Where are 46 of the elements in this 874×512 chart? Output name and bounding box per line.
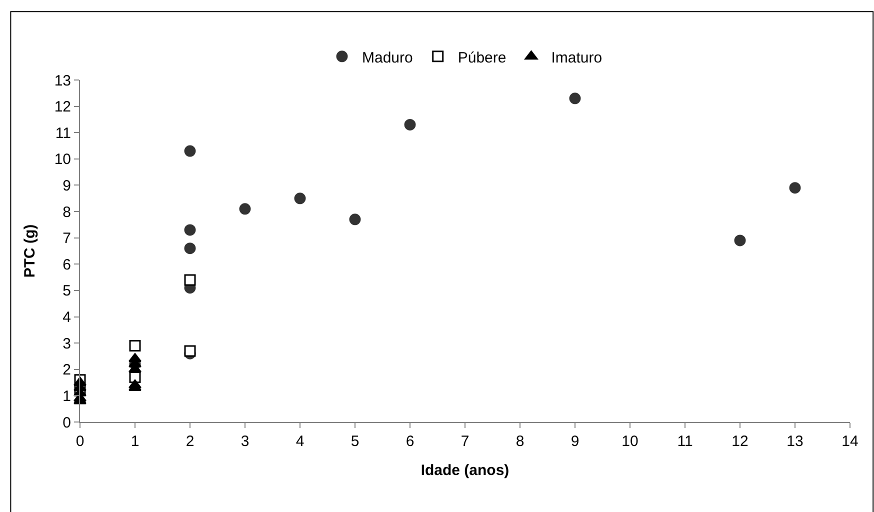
y-tick-label: 5 [62, 282, 71, 300]
x-tick-label: 2 [186, 433, 194, 450]
x-tick-label: 5 [350, 433, 360, 450]
y-tick-label: 9 [62, 177, 71, 194]
x-tick-label: 14 [842, 433, 858, 450]
point [239, 203, 251, 215]
y-tick-label: 10 [54, 151, 71, 168]
point [404, 118, 416, 130]
y-tick-label: 0 [62, 414, 71, 432]
y-tick-label: 6 [62, 256, 71, 274]
legend-label: Maduro [362, 49, 413, 66]
x-tick-label: 3 [240, 433, 250, 450]
y-tick-label: 7 [62, 230, 71, 248]
y-tick-label: 4 [62, 309, 71, 326]
point [349, 214, 361, 226]
x-tick-label: 13 [786, 433, 804, 450]
point [789, 182, 801, 194]
y-tick-label: 1 [62, 388, 71, 405]
x-axis-title: Idade (anos) [420, 462, 510, 479]
x-tick-label: 4 [296, 433, 304, 450]
point [569, 92, 581, 104]
point [184, 274, 196, 286]
x-tick-label: 7 [460, 433, 470, 450]
x-tick-label: 8 [516, 433, 524, 450]
y-tick-label: 3 [62, 335, 71, 352]
y-tick-label: 8 [62, 204, 71, 221]
point [294, 192, 306, 204]
point [184, 145, 196, 157]
point [184, 345, 196, 357]
x-tick-label: 0 [76, 433, 84, 450]
y-tick-label: 13 [54, 72, 71, 90]
y-axis-title: PTC (g) [22, 224, 39, 278]
x-tick-label: 9 [570, 433, 580, 450]
x-tick-label: 11 [677, 433, 693, 450]
x-tick-label: 1 [130, 433, 140, 450]
legend-label: Imaturo [551, 49, 602, 66]
y-tick-label: 12 [54, 98, 71, 116]
point [184, 224, 196, 236]
y-tick-label: 11 [55, 124, 71, 142]
point [734, 234, 746, 246]
x-tick-label: 12 [732, 433, 748, 450]
x-tick-label: 6 [406, 433, 414, 450]
legend-label: Púbere [458, 49, 506, 66]
x-tick-label: 10 [622, 433, 638, 450]
y-tick-label: 2 [62, 362, 71, 379]
point [184, 242, 196, 254]
